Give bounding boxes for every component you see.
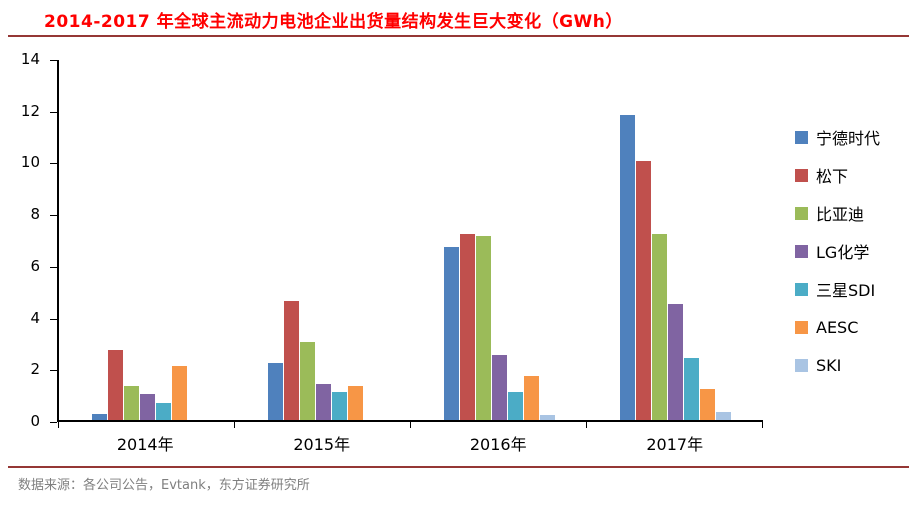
legend-item-松下: 松下 [795,156,880,194]
y-tick-label-0: 0 [30,412,40,431]
title-divider [8,35,909,37]
y-tick-mark [50,215,57,217]
bar-比亚迪-2017年 [651,234,667,420]
x-tick-mark [234,422,235,428]
x-category-label-2015年: 2015年 [293,435,351,454]
legend-swatch-icon [795,130,808,144]
bar-松下-2015年 [283,301,299,420]
bar-group-2014年 [59,60,235,420]
y-tick-label-14: 14 [20,50,40,69]
bar-三星SDI-2015年 [331,392,347,420]
y-tick-label-10: 10 [20,153,40,172]
bar-group-2017年 [587,60,763,420]
bar-SKI-2016年 [539,415,555,420]
bar-SKI-2017年 [715,412,731,420]
x-tick-mark [762,422,763,428]
legend-swatch-icon [795,244,808,258]
legend-item-宁德时代: 宁德时代 [795,118,880,156]
legend-swatch-icon [795,320,808,334]
legend-label: 三星SDI [816,281,876,300]
legend-swatch-icon [795,168,808,182]
y-tick-label-4: 4 [30,308,40,327]
data-source: 数据来源：各公司公告，Evtank，东方证券研究所 [18,478,310,493]
y-tick-mark [50,163,57,165]
y-tick-label-6: 6 [30,256,40,275]
y-tick-mark [50,422,57,423]
bar-比亚迪-2016年 [475,236,491,420]
bar-AESC-2017年 [699,389,715,420]
legend-item-比亚迪: 比亚迪 [795,194,880,232]
legend-label: 宁德时代 [816,129,881,148]
legend-item-SKI: SKI [795,346,880,384]
legend-label: SKI [816,355,842,375]
legend-label: 比亚迪 [816,205,865,224]
legend-swatch-icon [795,282,808,296]
legend-label: 松下 [816,167,849,186]
bar-group-2015年 [235,60,411,420]
bar-松下-2014年 [107,350,123,420]
x-category-label-2017年: 2017年 [646,435,704,454]
y-tick-mark [50,111,57,113]
y-tick-mark [50,266,57,268]
y-tick-mark [50,370,57,372]
footer-divider [8,466,909,468]
bar-宁德时代-2016年 [443,247,459,420]
y-tick-mark [50,318,57,320]
chart-legend: 宁德时代松下比亚迪 LG化学三星SDI AESC SKI [795,118,880,384]
y-tick-label-12: 12 [20,101,40,120]
bar-比亚迪-2014年 [123,386,139,420]
bar-宁德时代-2014年 [91,414,107,420]
plot-area [50,60,763,428]
bar-松下-2016年 [459,234,475,420]
legend-item-AESC: AESC [795,308,880,346]
bar-松下-2017年 [635,161,651,420]
bar-LG化学-2016年 [491,355,507,420]
bar-group-2016年 [411,60,587,420]
legend-label: AESC [816,317,859,337]
legend-swatch-icon [795,206,808,220]
bar-三星SDI-2016年 [507,392,523,420]
bar-比亚迪-2015年 [299,342,315,420]
bar-宁德时代-2015年 [267,363,283,420]
x-tick-mark [58,422,59,428]
y-tick-label-2: 2 [30,360,40,379]
x-category-label-2016年: 2016年 [469,435,527,454]
y-tick-mark [50,60,57,61]
bar-AESC-2015年 [347,386,363,420]
bar-三星SDI-2017年 [683,358,699,420]
y-axis: 0 2 4 6 8 10 12 14 [0,50,52,430]
bar-LG化学-2017年 [667,304,683,420]
bar-AESC-2016年 [523,376,539,420]
chart-title: 2014-2017 年全球主流动力电池企业出货量结构发生巨大变化（GWh） [44,12,623,32]
legend-item-三星SDI: 三星SDI [795,270,880,308]
bar-LG化学-2015年 [315,384,331,420]
bar-三星SDI-2014年 [155,403,171,420]
x-tick-mark [586,422,587,428]
legend-swatch-icon [795,358,808,372]
bar-宁德时代-2017年 [619,115,635,420]
x-category-label-2014年: 2014年 [116,435,174,454]
x-tick-mark [410,422,411,428]
bar-AESC-2014年 [171,366,187,420]
legend-item-LG化学: LG化学 [795,232,880,270]
y-tick-label-8: 8 [30,205,40,224]
x-axis-labels: 2014年 2015年 2016年 2017年 [57,431,763,455]
bar-LG化学-2014年 [139,394,155,420]
legend-label: LG化学 [816,243,870,262]
